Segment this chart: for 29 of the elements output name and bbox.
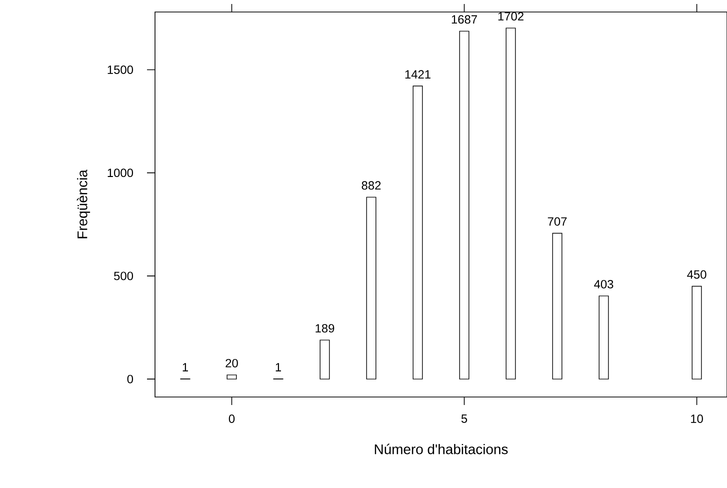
y-tick-label: 1500 — [108, 66, 134, 74]
y-tick-label: 500 — [114, 272, 134, 280]
data-label: 20 — [226, 358, 238, 368]
bar — [598, 296, 609, 380]
bar — [412, 86, 423, 380]
data-label: 1 — [182, 363, 188, 372]
y-tick-label: 1000 — [108, 168, 134, 178]
data-label: 707 — [548, 217, 567, 226]
data-label: 450 — [687, 270, 706, 279]
x-axis-title: Número d'habitacions — [374, 444, 508, 454]
bar — [506, 28, 516, 380]
bar — [459, 30, 470, 380]
data-label: 1702 — [498, 12, 524, 21]
data-label: 882 — [362, 181, 381, 190]
y-tick-label: 0 — [127, 374, 134, 384]
bar — [692, 286, 702, 380]
bar — [226, 374, 237, 380]
x-tick-label: 5 — [461, 414, 468, 423]
data-label: 189 — [316, 324, 334, 333]
data-label: 1687 — [452, 15, 477, 24]
data-label: 1 — [276, 363, 281, 372]
bar — [552, 232, 562, 380]
data-label: 1421 — [405, 70, 430, 78]
y-axis-title: Freqüència — [76, 170, 90, 238]
x-tick-label: 10 — [691, 414, 703, 423]
bar — [366, 196, 376, 380]
x-tick-label: 0 — [228, 414, 235, 423]
bar — [320, 340, 330, 380]
data-label: 403 — [594, 280, 614, 288]
